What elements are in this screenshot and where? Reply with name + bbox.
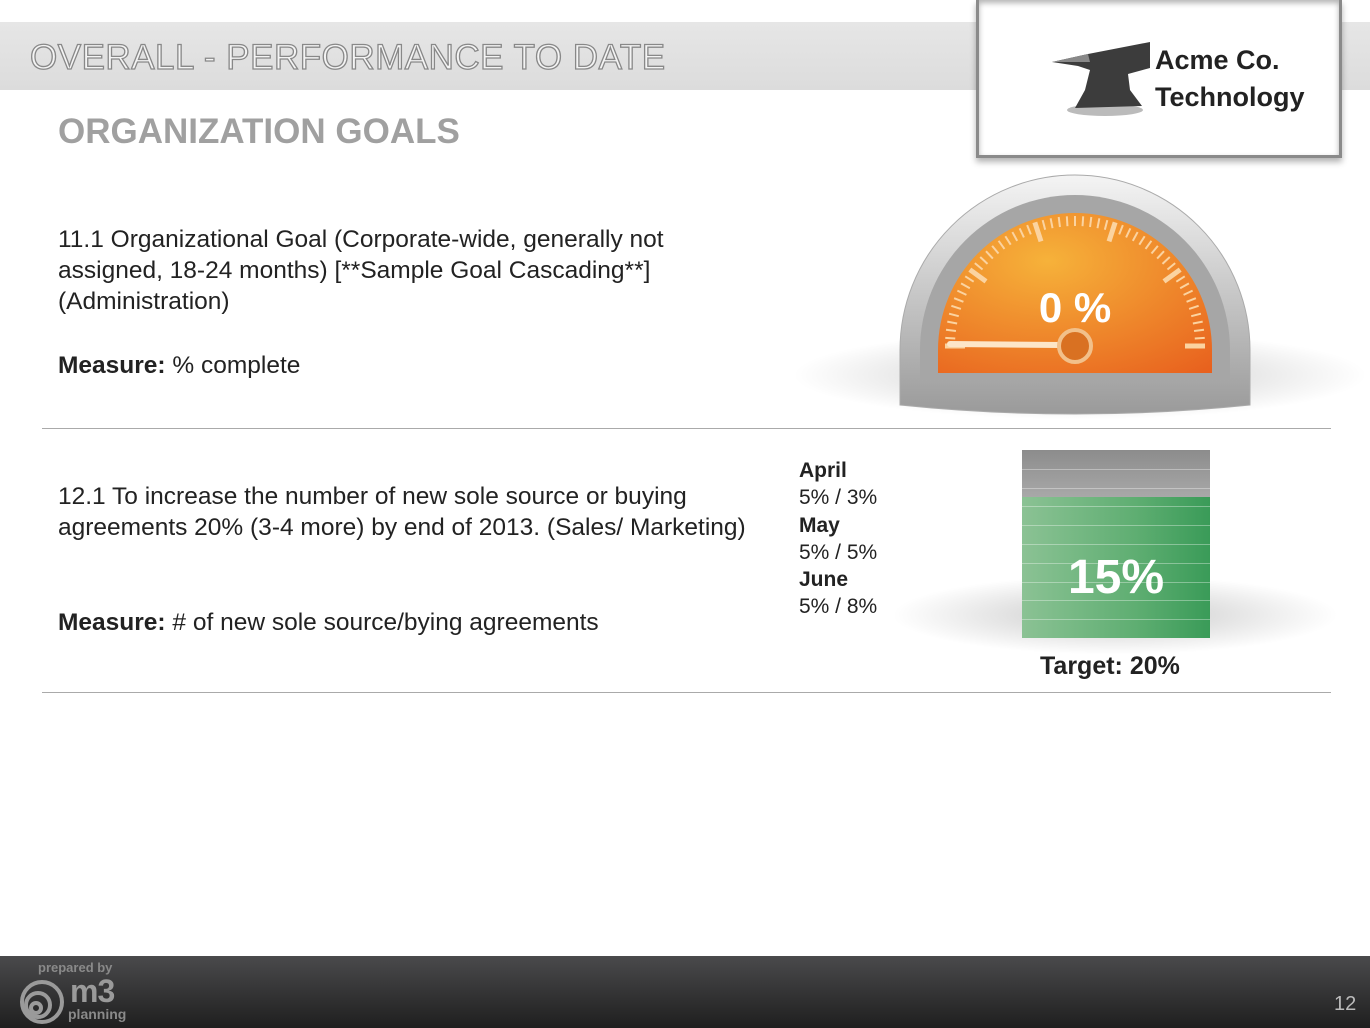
- m3-brand: m3: [70, 973, 115, 1009]
- gauge-tick: [1011, 231, 1019, 242]
- gauge-tick: [945, 328, 957, 332]
- gauge-tick: [1057, 216, 1061, 228]
- bar-gridline: [1022, 506, 1210, 508]
- measure-label: Measure:: [58, 352, 166, 379]
- bar-gridline: [1022, 525, 1210, 527]
- slide-title: OVERALL - PERFORMANCE TO DATE: [29, 37, 666, 77]
- gauge-tick: [964, 275, 975, 283]
- bar-value: 15%: [1067, 551, 1165, 604]
- gauge: [899, 174, 1251, 415]
- m3-logo-icon: [20, 980, 64, 1024]
- gauge-tick: [1096, 218, 1101, 229]
- gauge-tick: [1150, 245, 1159, 255]
- month-value: 5% / 8%: [799, 595, 878, 619]
- gauge-tick: [1190, 312, 1202, 318]
- bar-fill: [1022, 497, 1210, 638]
- monthly-progress: April 5% / 3% May 5% / 5% June 5% / 8%: [799, 457, 877, 621]
- gauge-tick: [974, 262, 984, 271]
- gauge-tick: [953, 297, 964, 303]
- gauge-tick: [1131, 231, 1139, 242]
- gauge-tick: [1026, 224, 1032, 235]
- measure-value: # of new sole source/bying agreements: [172, 609, 599, 636]
- gauge-tick: [1118, 224, 1124, 235]
- gauge-tick: [1183, 289, 1194, 296]
- measure-value: % complete: [172, 352, 301, 379]
- gauge-tick: [1179, 282, 1190, 290]
- divider: [42, 692, 1331, 693]
- anvil-icon: [1052, 42, 1150, 116]
- gauge-tick: [1018, 227, 1025, 238]
- gauge-tick: [991, 245, 1000, 255]
- gauge-tick: [956, 289, 967, 296]
- gauge-tick: [1161, 256, 1171, 265]
- gauge-tick: [951, 304, 962, 310]
- gauge-tick: [985, 250, 994, 260]
- bar-remaining: [1022, 450, 1210, 497]
- gauge-tick: [968, 267, 988, 284]
- gauge-tick: [1032, 221, 1044, 243]
- gauge-hub: [1057, 328, 1093, 364]
- gauge-tick: [948, 312, 960, 318]
- logo-line1: Acme Co.: [1155, 45, 1280, 75]
- gauge-tick: [1049, 218, 1054, 229]
- bar-gridline: [1022, 581, 1210, 583]
- gauge-tick: [947, 320, 958, 325]
- gauge-tick: [1166, 262, 1176, 271]
- bar-gridline: [1022, 600, 1210, 602]
- gauge-value: 0 %: [1038, 284, 1112, 331]
- gauge-tick: [1175, 275, 1186, 283]
- footer: [0, 956, 1370, 1028]
- gauge-needle: [947, 341, 1063, 348]
- bar-gridline: [1022, 468, 1210, 470]
- month-value: 5% / 5%: [799, 540, 878, 564]
- gauge-tick: [1194, 336, 1205, 340]
- gauge-tick: [1103, 219, 1109, 231]
- target-label: Target: 20%: [1040, 652, 1180, 680]
- gauge-tick: [1192, 320, 1203, 325]
- gauge-tick: [1138, 235, 1146, 246]
- m3-brand-sub: planning: [68, 1006, 127, 1022]
- goal-1-measure: Measure: % complete: [58, 352, 300, 380]
- gauge-tick: [1162, 267, 1182, 284]
- month-label: June: [799, 568, 849, 592]
- company-logo: [976, 0, 1342, 158]
- gauge-tick: [945, 336, 956, 340]
- goal-1-text: 11.1 Organizational Goal (Corporate-wide…: [58, 226, 664, 315]
- gauge-tick: [1004, 235, 1012, 246]
- prepared-by: prepared by: [38, 960, 113, 975]
- divider: [42, 428, 1331, 429]
- gauge-tick: [1089, 216, 1093, 228]
- gauge-tick: [1186, 297, 1197, 303]
- gauge-tick: [1125, 227, 1132, 238]
- month-value: 5% / 3%: [799, 486, 878, 510]
- measure-label: Measure:: [58, 609, 166, 636]
- page-number: 12: [1334, 993, 1357, 1015]
- bar-gridline: [1022, 562, 1210, 564]
- bar-gridline: [1022, 619, 1210, 621]
- gauge-tick: [997, 240, 1006, 250]
- bar-gridline: [1022, 487, 1210, 489]
- gauge-tick: [960, 282, 971, 290]
- gauge-tick: [1106, 221, 1118, 243]
- logo-line2: Technology: [1155, 82, 1305, 112]
- gauge-tick: [1081, 216, 1085, 227]
- gauge-tick: [1156, 250, 1165, 260]
- month-label: May: [799, 513, 840, 537]
- goal-2-text: 12.1 To increase the number of new sole …: [58, 483, 746, 541]
- section-title: ORGANIZATION GOALS: [58, 112, 460, 151]
- gauge-tick: [979, 256, 989, 265]
- gauge-tick: [1041, 219, 1047, 231]
- gauge-tick: [1188, 304, 1199, 310]
- month-label: April: [799, 459, 847, 482]
- progress-bar: 15%: [1022, 450, 1210, 638]
- goal-2-measure: Measure: # of new sole source/bying agre…: [58, 609, 599, 637]
- gauge-tick: [1065, 216, 1069, 227]
- gauge-tick: [1144, 240, 1153, 250]
- bar-gridline: [1022, 544, 1210, 545]
- gauge-tick: [1193, 328, 1205, 332]
